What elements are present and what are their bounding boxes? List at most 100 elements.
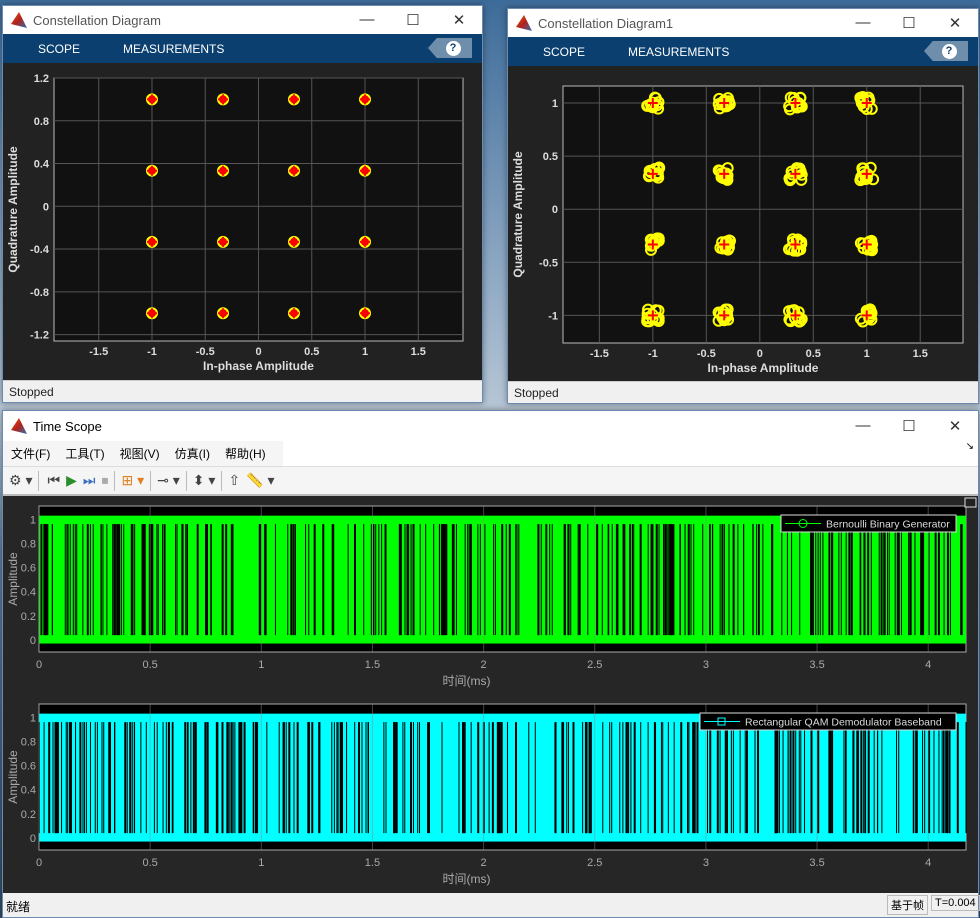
trigger-icon[interactable]: ⇧: [228, 472, 241, 488]
step-back-icon[interactable]: ⏮: [47, 472, 61, 488]
x-axis-label: 时间(ms): [443, 674, 491, 688]
time-scope-plots: 0 0.5 1 1.5 2 2.5 3 3.5 4 1 0.8 0.6 0.4 0.2 0 时间(ms) Amp…: [3, 496, 978, 894]
y-tick-label: 0: [552, 204, 558, 216]
x-tick-label: 0: [36, 857, 42, 869]
reference-point: [360, 308, 371, 319]
y-tick-label: 0.4: [34, 159, 50, 171]
y-tick-label: -1.2: [30, 330, 49, 342]
y-tick-label: -0.4: [30, 244, 50, 256]
minimize-button[interactable]: —: [855, 417, 871, 434]
signal-selector-icon[interactable]: ⊞ ▾: [121, 472, 145, 488]
received-symbol: [784, 174, 797, 187]
menu-simulation[interactable]: 仿真(I): [174, 447, 210, 461]
help-button[interactable]: ?: [924, 41, 968, 61]
received-symbol: [721, 173, 734, 186]
step-forward-icon[interactable]: ⏭: [82, 472, 96, 488]
status-mode: 基于帧: [887, 895, 928, 915]
y-tick-label: 1: [30, 514, 36, 526]
run-icon[interactable]: ▶: [66, 472, 77, 488]
settings-gear-icon[interactable]: ⚙ ▾: [9, 472, 33, 488]
reference-point: [288, 94, 299, 105]
maximize-button[interactable]: ☐: [902, 15, 916, 32]
received-symbol: [716, 236, 729, 249]
legend-label: Bernoulli Binary Generator: [826, 519, 950, 531]
time-scope-window: Time Scope — ☐ ✕ 文件(F) 工具(T) 视图(V) 仿真(I) 帮…: [2, 410, 980, 918]
x-tick-label: 0: [757, 348, 763, 360]
zoom-icon[interactable]: ⊸ ▾: [157, 472, 180, 488]
tab-scope[interactable]: SCOPE: [38, 41, 81, 56]
y-tick-label: 0.8: [34, 116, 49, 128]
status-ready: 就绪: [6, 900, 31, 914]
tab-scope[interactable]: SCOPE: [543, 44, 586, 59]
x-tick-label: 2.5: [587, 659, 602, 671]
reference-point: [146, 308, 157, 319]
x-tick-label: 1: [258, 857, 264, 869]
x-tick-label: 2: [481, 857, 487, 869]
y-tick-label: 0.2: [21, 809, 36, 821]
legend-label: Rectangular QAM Demodulator Baseband: [745, 717, 942, 729]
maximize-button[interactable]: ☐: [902, 418, 916, 435]
menu-tools[interactable]: 工具(T): [65, 447, 105, 461]
menu-file[interactable]: 文件(F): [11, 447, 51, 461]
y-tick-label: 0.5: [543, 151, 558, 163]
received-symbol: [783, 103, 796, 116]
menu-view[interactable]: 视图(V): [119, 447, 160, 461]
measure-ruler-icon[interactable]: 📏 ▾: [246, 472, 275, 488]
legend-square-marker: [717, 717, 726, 726]
status-bar: Stopped: [3, 380, 482, 402]
maximize-button[interactable]: ☐: [406, 12, 420, 29]
close-button[interactable]: ✕: [948, 15, 962, 32]
constellation-window-2: Constellation Diagram1 — ☐ ✕ SCOPE MEASURE…: [507, 8, 979, 404]
reference-point: [146, 236, 157, 247]
x-tick-label: -1.5: [590, 348, 609, 360]
tab-measurements[interactable]: MEASUREMENTS: [628, 44, 730, 59]
y-axis-label: Amplitude: [6, 552, 20, 606]
tab-measurements[interactable]: MEASUREMENTS: [123, 41, 225, 56]
x-tick-label: 1.5: [365, 659, 380, 671]
received-symbol: [712, 314, 725, 327]
reference-point: [288, 236, 299, 247]
x-tick-label: 1: [864, 348, 870, 360]
x-tick-label: -0.5: [697, 348, 716, 360]
x-tick-label: 4: [925, 857, 931, 869]
reference-point: [861, 97, 872, 108]
reference-point: [719, 239, 730, 250]
status-bar: Stopped: [508, 381, 978, 403]
reference-point: [647, 239, 658, 250]
minimize-button[interactable]: —: [855, 14, 871, 31]
reference-point: [719, 97, 730, 108]
x-tick-label: 1.5: [365, 857, 380, 869]
status-time: T=0.004: [931, 895, 980, 911]
status-bar: 就绪 基于帧 T=0.004: [3, 893, 980, 917]
x-tick-label: 3: [703, 857, 709, 869]
scale-axes-icon[interactable]: ⬍ ▾: [192, 472, 216, 488]
legend: [699, 712, 957, 731]
dock-arrow-icon[interactable]: ↘: [965, 441, 974, 452]
received-symbol: [865, 102, 878, 115]
x-tick-label: 3: [703, 659, 709, 671]
help-icon: ?: [445, 40, 461, 56]
x-tick-label: 0.5: [304, 346, 319, 358]
close-button[interactable]: ✕: [452, 12, 466, 29]
close-button[interactable]: ✕: [948, 418, 962, 435]
y-tick-label: 0: [30, 833, 36, 845]
menu-help[interactable]: 帮助(H): [224, 447, 266, 461]
reference-point: [288, 308, 299, 319]
reference-point: [647, 168, 658, 179]
x-axis-label: In-phase Amplitude: [203, 359, 314, 373]
minimize-button[interactable]: —: [359, 11, 375, 28]
window-title: Time Scope: [33, 418, 102, 434]
help-button[interactable]: ?: [428, 38, 472, 58]
reference-point: [647, 97, 658, 108]
stop-icon[interactable]: ⏹: [101, 472, 109, 488]
constellation-window-1: Constellation Diagram — ☐ ✕ SCOPE MEASUREM…: [2, 5, 483, 403]
plot-axes: [562, 85, 964, 344]
x-tick-label: 1: [258, 659, 264, 671]
legend-circle-marker: [798, 519, 808, 528]
y-tick-label: 0: [30, 635, 36, 647]
reference-point: [146, 94, 157, 105]
title-bar: Constellation Diagram1 — ☐ ✕: [508, 9, 978, 37]
y-tick-label: -1: [548, 310, 558, 322]
y-tick-label: -0.8: [30, 287, 49, 299]
legend: [780, 514, 957, 533]
